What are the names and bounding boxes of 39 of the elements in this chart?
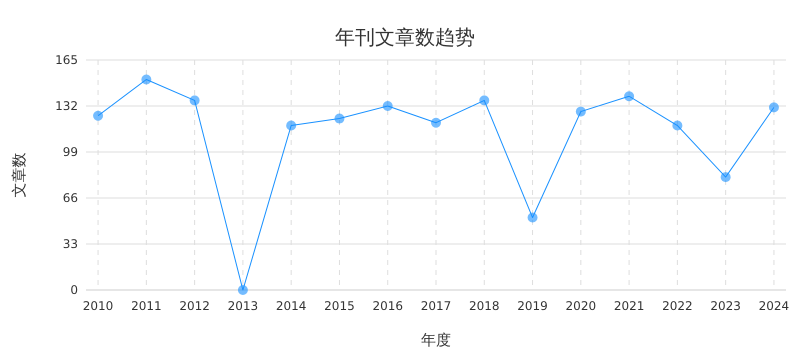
- x-tick-label: 2019: [517, 299, 548, 313]
- point: [624, 91, 634, 102]
- x-tick-label: 2017: [420, 299, 452, 313]
- y-tick-label: 33: [62, 237, 78, 251]
- x-tick-label: 2016: [372, 299, 403, 313]
- x-tick-label: 2018: [469, 299, 500, 313]
- x-tick-label: 2021: [614, 299, 644, 313]
- point: [93, 110, 104, 121]
- x-tick-label: 2020: [566, 299, 596, 313]
- x-tick-label: 2014: [276, 299, 306, 313]
- point: [720, 172, 731, 182]
- point: [479, 95, 490, 106]
- point: [286, 120, 296, 131]
- x-tick-label: 2022: [662, 299, 693, 313]
- point: [528, 212, 538, 223]
- chart-title: 年刊文章数趋势: [335, 25, 475, 49]
- point: [672, 120, 682, 131]
- x-tick-label: 2011: [131, 299, 162, 313]
- y-tick-label: 99: [62, 145, 78, 159]
- x-tick-label: 2010: [82, 299, 114, 313]
- point: [431, 118, 441, 128]
- point: [141, 74, 152, 85]
- x-tick-label: 2012: [179, 299, 210, 313]
- point: [382, 101, 393, 111]
- y-axis-title: 文章数: [10, 152, 28, 198]
- x-tick-label: 2023: [710, 299, 741, 313]
- point: [190, 95, 200, 106]
- x-axis-title: 年度: [421, 331, 451, 349]
- x-tick-label: 2024: [758, 299, 790, 313]
- y-tick-label: 165: [55, 53, 78, 67]
- x-tick-label: 2015: [324, 299, 355, 313]
- point: [238, 285, 248, 295]
- y-tick-label: 66: [62, 191, 78, 205]
- point: [576, 106, 586, 117]
- y-tick-label: 0: [70, 283, 78, 297]
- point: [334, 114, 344, 124]
- x-tick-label: 2013: [228, 299, 258, 313]
- y-tick-label: 132: [55, 99, 78, 113]
- point: [768, 102, 779, 112]
